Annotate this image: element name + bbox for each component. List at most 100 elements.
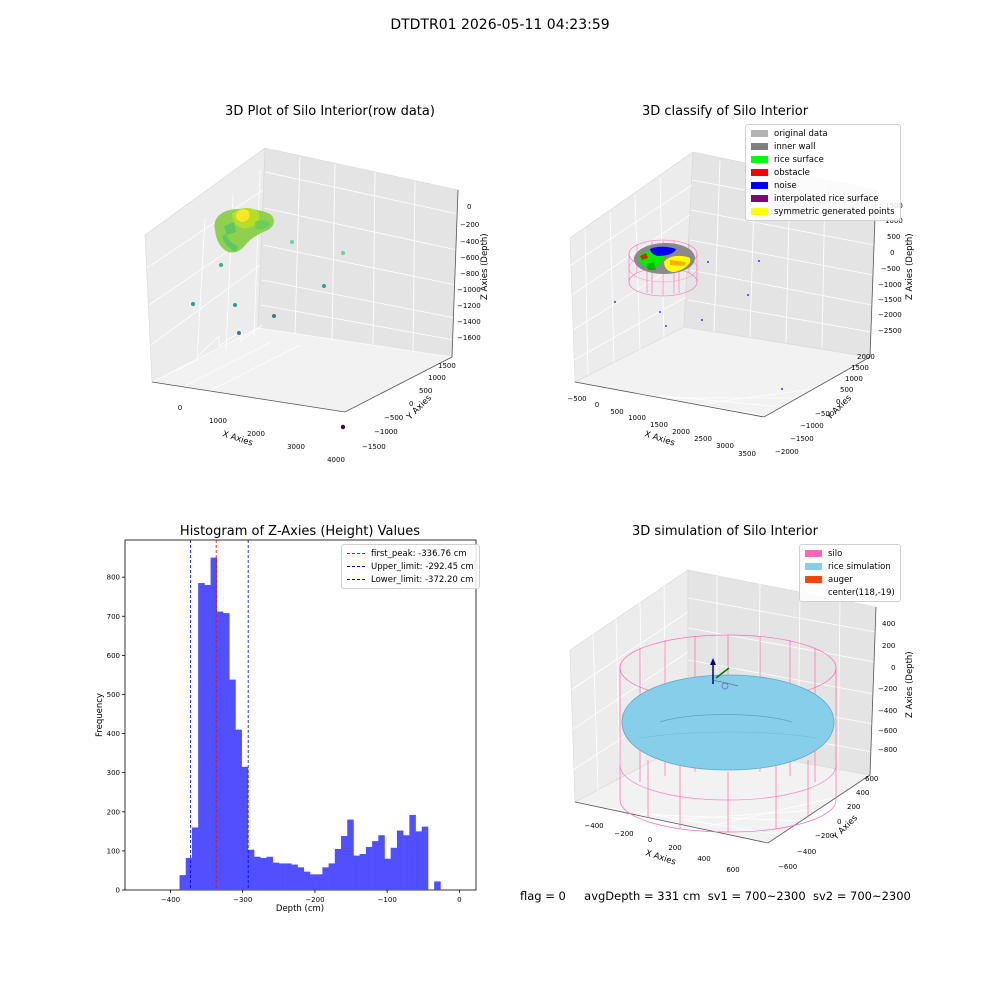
hist-bar	[216, 611, 224, 890]
hist-y-ticks: 0 100 200 300 400 500 600 700 800	[107, 574, 125, 895]
legend-entry: Lower_limit: -372.20 cm	[347, 573, 474, 586]
hist-bar	[198, 583, 205, 890]
noise-point	[614, 301, 616, 303]
noise-point	[665, 325, 667, 327]
panel-title-simulation: 3D simulation of Silo Interior	[632, 524, 818, 539]
grid-lines	[570, 576, 877, 839]
legend-line	[347, 553, 365, 554]
x-tick-label: 400	[697, 855, 710, 863]
noise-points	[614, 260, 783, 390]
legend-entry: Upper_limit: -292.45 cm	[347, 560, 474, 573]
legend-entry: silo	[805, 547, 895, 560]
legend-entry: rice surface	[751, 153, 895, 166]
raw-point	[341, 251, 345, 255]
hist-bar	[210, 557, 218, 890]
z-axis-label: Z Axies (Depth)	[905, 651, 915, 718]
y-tick-label: 600	[107, 652, 120, 660]
x-tick-label: 2000	[672, 428, 690, 436]
y-tick-label: −1500	[362, 443, 386, 451]
y-tick-label: −600	[778, 863, 797, 871]
legend-label: rice simulation	[828, 561, 891, 572]
hist-bar	[322, 867, 329, 890]
legend-label: obstacle	[774, 167, 810, 178]
y-tick-label: 600	[865, 775, 878, 783]
sim-z-ticks: 400 200 0 −200 −400 −600 −800	[878, 620, 897, 754]
hist-bar	[353, 855, 360, 890]
hist-bar	[191, 827, 199, 890]
y-axis-label: Frequency	[95, 693, 105, 737]
avg-depth-text: avgDepth = 331 cm	[584, 889, 701, 903]
raw-points	[191, 240, 346, 430]
y-tick-label: 500	[107, 691, 120, 699]
raw-point	[237, 331, 241, 335]
x-tick-label: 2500	[694, 435, 712, 443]
legend-swatch	[805, 589, 822, 596]
y-tick-label: 0	[409, 400, 413, 408]
x-tick-label: 4000	[327, 456, 345, 464]
noise-point	[758, 260, 760, 262]
x-tick-label: 1000	[628, 414, 646, 422]
hist-bars	[179, 557, 441, 890]
classify-z-ticks: 1500 1000 500 0 −500 −1000 −1500 −2000 −…	[878, 202, 903, 335]
x-tick-label: −200	[305, 896, 324, 904]
x-tick-label: −500	[567, 395, 586, 403]
hist-bar	[303, 871, 311, 890]
x-tick-label: 1000	[209, 417, 227, 425]
x-tick-label: −100	[378, 896, 397, 904]
legend-swatch	[751, 156, 768, 163]
hist-bar	[434, 881, 441, 890]
y-tick-label: 1000	[428, 374, 446, 382]
panel-classify-3d: −500 0 500 1000 1500 2000 2500 3000 3500…	[567, 151, 915, 458]
hist-bar	[409, 814, 416, 890]
hist-bar	[372, 841, 379, 890]
legend-label: interpolated rice surface	[774, 193, 879, 204]
legend-entry: rice simulation	[805, 560, 895, 573]
hist-bar	[260, 857, 267, 890]
raw-point	[272, 314, 276, 318]
x-tick-label: 0	[595, 401, 599, 409]
sv1-text: sv1 = 700~2300	[707, 889, 806, 903]
raw-x-ticks: 0 1000 2000 3000 4000	[178, 404, 345, 464]
y-tick-label: 800	[107, 574, 120, 582]
x-tick-label: 3000	[287, 443, 305, 451]
x-tick-label: 0	[178, 404, 182, 412]
hist-bar	[185, 857, 193, 890]
y-tick-label: 1500	[851, 364, 869, 372]
z-tick-label: −400	[878, 707, 897, 715]
x-tick-label: 0	[648, 836, 652, 844]
hist-bar	[341, 836, 348, 890]
z-tick-label: 200	[882, 642, 895, 650]
hist-bar	[223, 613, 230, 890]
z-tick-label: 0	[890, 249, 894, 257]
x-tick-label: 3000	[716, 442, 734, 450]
silo-wireframe-front	[619, 760, 837, 833]
axis-lines	[151, 189, 459, 413]
hist-vlines	[190, 540, 249, 890]
grid-lines	[146, 156, 459, 429]
z-axis-label: Z Axies (Depth)	[480, 233, 490, 300]
sim-x-ticks: −400 −200 0 200 400 600	[584, 822, 739, 874]
x-tick-label: 3500	[738, 450, 756, 458]
z-tick-label: −800	[460, 270, 479, 278]
x-tick-label: 600	[726, 866, 739, 874]
raw-z-ticks: 0 −200 −400 −600 −800 −1000 −1200 −1400 …	[457, 203, 481, 342]
z-tick-label: −200	[460, 221, 479, 229]
raw-y-ticks: −1500 −1000 −500 0 500 1000 1500	[362, 362, 456, 451]
raw-point	[219, 263, 223, 267]
z-tick-label: 1000	[885, 217, 903, 225]
legend-swatch	[805, 550, 822, 557]
legend-line	[347, 579, 365, 580]
y-tick-label: −500	[815, 410, 834, 418]
legend-label: Upper_limit: -292.45 cm	[371, 561, 474, 572]
legend-swatch	[751, 130, 768, 137]
panel-title-classify: 3D classify of Silo Interior	[641, 104, 809, 119]
pane-back-right	[257, 147, 459, 358]
z-tick-label: −2000	[878, 311, 902, 319]
legend-entry: obstacle	[751, 166, 895, 179]
hist-bar	[309, 874, 317, 890]
panel-raw-3d: 0 1000 2000 3000 4000 −1500 −1000 −500 0…	[144, 147, 490, 464]
legend-label: center(118,-19)	[828, 587, 895, 598]
y-tick-label: −1000	[800, 422, 824, 430]
y-tick-label: −1000	[374, 428, 398, 436]
auger-marker	[710, 658, 739, 690]
